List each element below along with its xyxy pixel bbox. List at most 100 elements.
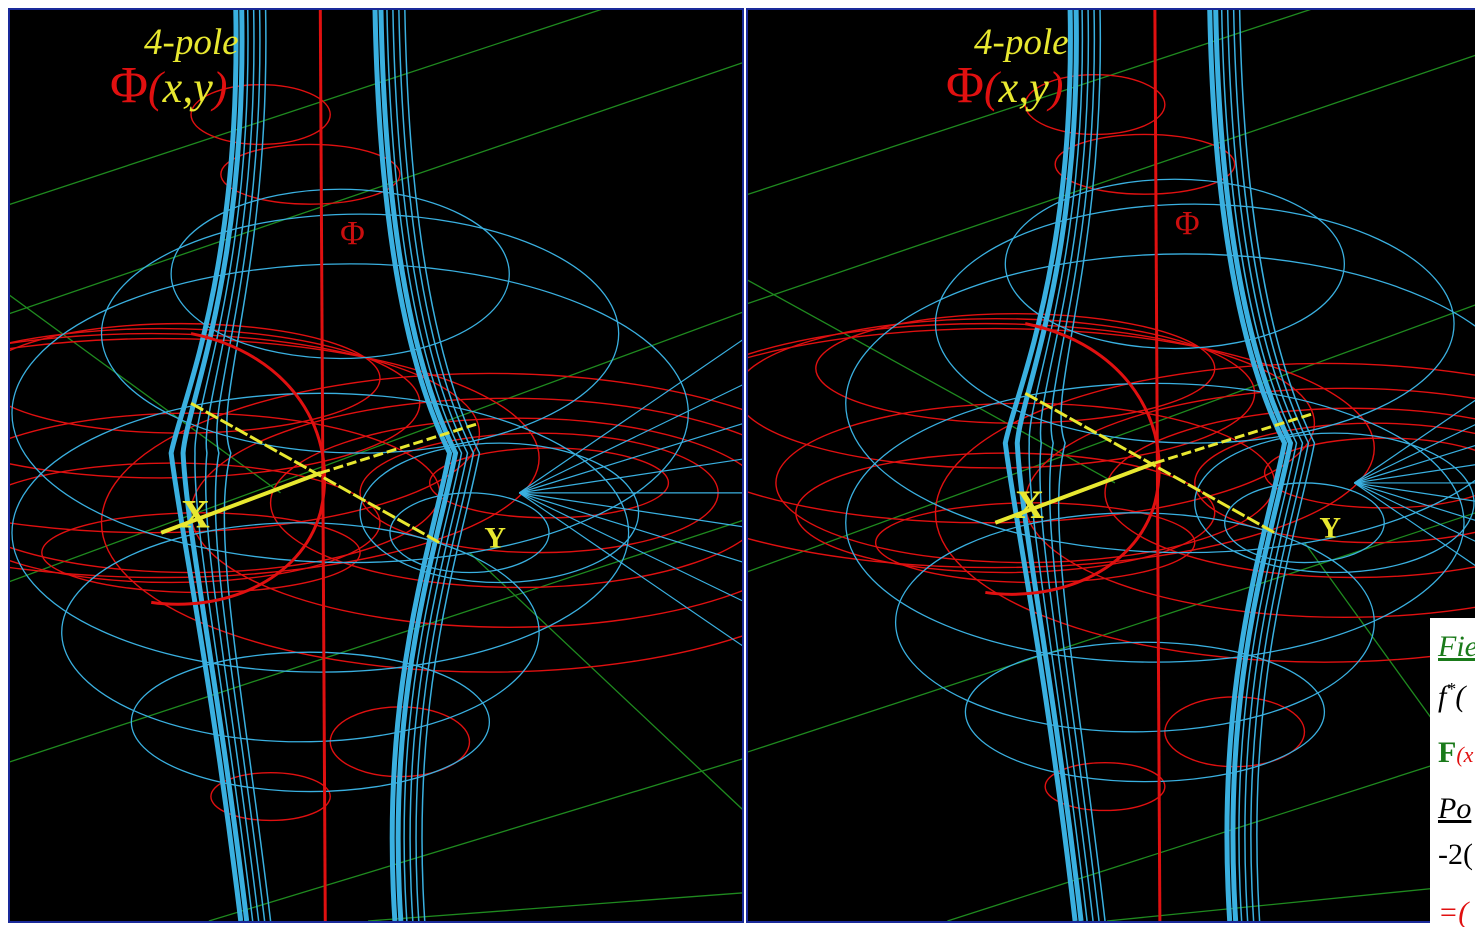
grid-line bbox=[10, 519, 742, 763]
phi-function-label: Φ(x,y) bbox=[946, 60, 1063, 112]
field-line-ray bbox=[519, 492, 742, 528]
field-line-loop bbox=[389, 492, 550, 574]
phi-args: x,y bbox=[998, 63, 1049, 112]
field-funnel-line bbox=[223, 10, 272, 921]
equipotential-contour bbox=[10, 322, 381, 434]
equipotential-contour bbox=[1104, 407, 1475, 579]
equipotential-contour bbox=[190, 83, 331, 146]
field-line-loop bbox=[11, 263, 689, 564]
equipotential-contour bbox=[934, 362, 1475, 663]
field-funnel-line bbox=[180, 10, 250, 921]
field-funnel-line bbox=[372, 10, 453, 921]
equipotential-contour bbox=[10, 337, 540, 579]
right-field-plot: X Y Φ bbox=[748, 10, 1475, 921]
field-line-ray bbox=[518, 339, 742, 494]
field-funnel-line bbox=[1238, 10, 1316, 921]
caption-star: * bbox=[1446, 679, 1456, 699]
field-line-ray bbox=[519, 423, 742, 494]
grid-line bbox=[748, 304, 1475, 573]
field-funnel-line bbox=[1039, 10, 1094, 921]
caption-line-4: Po bbox=[1438, 792, 1472, 825]
field-funnel-line bbox=[404, 10, 481, 921]
field-line-loop bbox=[359, 442, 640, 584]
phi-axis-label: Φ bbox=[1175, 205, 1200, 242]
x-axis-line bbox=[994, 461, 1156, 525]
field-funnel-line bbox=[1232, 10, 1310, 921]
pole-label: 4-pole bbox=[144, 22, 239, 63]
field-funnel-line bbox=[1207, 10, 1288, 921]
paren-close: ) bbox=[212, 63, 228, 112]
equipotential-contour bbox=[1054, 133, 1236, 195]
field-line-loop bbox=[845, 253, 1475, 554]
field-line-ray bbox=[519, 492, 742, 563]
caption-line-1: Fie bbox=[1438, 630, 1475, 663]
caption-F: F bbox=[1438, 736, 1457, 769]
equipotential-contour bbox=[815, 312, 1216, 424]
equipotential-contour bbox=[10, 332, 481, 534]
field-line-loop bbox=[964, 641, 1326, 783]
field-line-loop bbox=[1224, 482, 1385, 564]
y-axis-label: Y bbox=[484, 522, 506, 555]
y-axis-line bbox=[190, 401, 441, 544]
field-line-ray bbox=[518, 384, 742, 494]
phi-symbol: Φ bbox=[946, 57, 985, 114]
grid-line bbox=[748, 512, 1475, 753]
field-line-loop bbox=[100, 213, 620, 454]
field-line-ray bbox=[1354, 482, 1475, 542]
grid-line bbox=[10, 10, 602, 205]
caption-F-args: (x bbox=[1456, 742, 1474, 767]
field-line-ray bbox=[519, 458, 742, 494]
grid-line bbox=[748, 54, 1475, 305]
caption-paren: ( bbox=[1455, 680, 1466, 713]
field-funnel-line bbox=[168, 10, 244, 921]
equipotential-contour bbox=[100, 372, 742, 673]
y-axis-line bbox=[1024, 392, 1276, 535]
field-funnel-line bbox=[1014, 10, 1084, 921]
caption-line-3: F(x bbox=[1438, 738, 1473, 768]
field-funnel-line bbox=[1220, 10, 1298, 921]
field-line-ray bbox=[1353, 399, 1475, 484]
pole-label: 4-pole bbox=[974, 22, 1069, 63]
field-funnel-line bbox=[398, 10, 475, 921]
field-line-loop bbox=[894, 512, 1375, 733]
field-funnel-line bbox=[204, 10, 260, 921]
grid-line bbox=[10, 311, 742, 583]
paren-open: ( bbox=[148, 63, 163, 112]
field-funnel-line bbox=[1213, 10, 1294, 921]
field-line-ray bbox=[1354, 464, 1475, 484]
caption-line-2: f*( bbox=[1438, 680, 1465, 712]
potential-saddle-curve bbox=[985, 322, 1161, 596]
field-line-loop bbox=[845, 382, 1465, 663]
x-axis-label: X bbox=[181, 493, 210, 537]
field-line-ray bbox=[518, 492, 742, 602]
grid-line bbox=[1106, 883, 1475, 921]
field-line-ray bbox=[1354, 482, 1475, 521]
field-line-ray bbox=[518, 492, 742, 647]
field-line-loop bbox=[130, 651, 491, 793]
left-field-plot: X Y Φ bbox=[10, 10, 742, 921]
paren-open: ( bbox=[984, 63, 999, 112]
field-funnel-line bbox=[386, 10, 463, 921]
caption-line-5: -2( bbox=[1438, 838, 1473, 871]
field-line-loop bbox=[934, 203, 1455, 444]
field-line-loop bbox=[61, 522, 540, 743]
phi-args: x,y bbox=[162, 63, 213, 112]
paren-close: ) bbox=[1048, 63, 1064, 112]
field-line-ray bbox=[1354, 482, 1475, 502]
caption-box: Fie f*( F(x Po -2( =( bbox=[1430, 618, 1475, 927]
equipotential-contour bbox=[220, 143, 401, 205]
field-line-loop bbox=[11, 392, 630, 673]
field-line-ray bbox=[1354, 445, 1475, 484]
equipotential-contour bbox=[1024, 387, 1475, 618]
grid-line bbox=[10, 294, 281, 494]
phi-symbol: Φ bbox=[110, 57, 149, 114]
equipotential-contour bbox=[269, 417, 742, 589]
field-line-loop bbox=[1194, 432, 1475, 574]
field-line-ray bbox=[1354, 424, 1475, 484]
field-funnel-line bbox=[1057, 10, 1106, 921]
field-line-ray bbox=[1353, 482, 1475, 567]
left-stereo-panel: X Y Φ 4-pole Φ(x,y) bbox=[8, 8, 744, 923]
field-line-loop bbox=[1004, 178, 1346, 350]
field-funnel-line bbox=[1002, 10, 1078, 921]
